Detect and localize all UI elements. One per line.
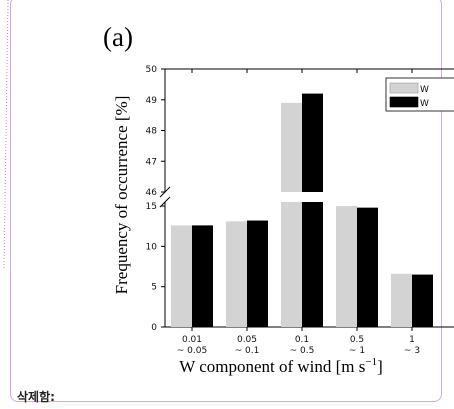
x-tick-label: 0.1 [295, 335, 309, 345]
bar-1 [391, 273, 412, 327]
upper-y-tick-label: 47 [146, 157, 157, 167]
bar-1-upper [281, 102, 302, 192]
x-axis-label: W component of wind [m s−1] [179, 356, 383, 376]
comment-panel [10, 0, 442, 402]
bar-2 [357, 207, 378, 327]
upper-y-tick-label: 48 [146, 127, 158, 137]
x-axis-label-text: W component of wind [m s [179, 357, 365, 376]
y-axis-label: Frequency of occurrence [%] [112, 96, 131, 295]
upper-y-tick-label: 46 [146, 188, 158, 198]
bar-2 [247, 220, 268, 327]
lower-y-tick-label: 10 [146, 242, 158, 252]
lower-y-tick-label: 0 [151, 323, 157, 333]
lower-y-tick-label: 15 [146, 202, 157, 212]
deleted-note-label: 삭제함: [17, 390, 55, 404]
x-axis-label-exponent: −1 [365, 356, 377, 368]
bar-1 [226, 221, 247, 327]
x-tick-label: 0.05 [237, 335, 257, 345]
comment-connector-line [3, 0, 9, 270]
x-tick-label: ~ 0.5 [290, 346, 315, 356]
x-tick-label: ~ 0.05 [177, 346, 207, 356]
bar-2 [192, 225, 213, 327]
x-axis-label-end: ] [377, 357, 383, 376]
bar-1-lower [281, 202, 302, 327]
upper-y-tick-label: 49 [146, 96, 158, 106]
x-tick-label: ~ 1 [349, 346, 365, 356]
bar-2-upper [302, 93, 323, 192]
x-tick-label: 0.01 [182, 335, 202, 345]
bar-2-lower [302, 202, 323, 327]
legend-swatch-1 [389, 82, 419, 94]
bar-1 [336, 206, 357, 327]
x-tick-label: ~ 0.1 [235, 346, 260, 356]
x-tick-label: 0.5 [350, 335, 364, 345]
bar-2 [412, 274, 433, 327]
axis-break-mark-lower [159, 196, 171, 208]
legend-label-1: W [420, 85, 429, 95]
legend-label-2: W [420, 99, 429, 109]
bar-1 [171, 225, 192, 327]
x-tick-label: 1 [409, 335, 415, 345]
upper-y-tick-label: 50 [146, 65, 158, 75]
x-tick-label: ~ 3 [404, 346, 420, 356]
panel-label: (a) [103, 22, 133, 52]
legend-swatch-2 [389, 96, 419, 108]
lower-y-tick-label: 5 [151, 283, 157, 293]
